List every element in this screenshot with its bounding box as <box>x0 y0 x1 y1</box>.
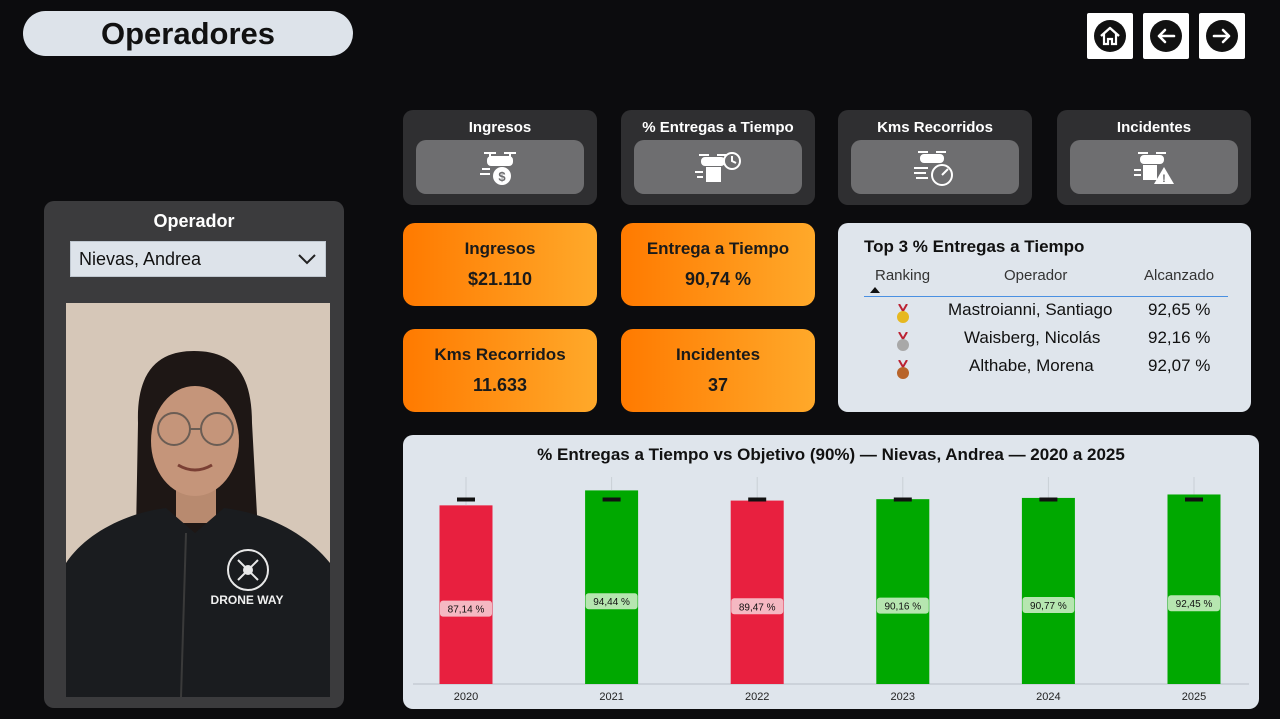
top3-alcanzado: 92,16 % <box>1148 328 1211 347</box>
metric-tile-incidentes: Incidentes ! <box>1057 110 1251 205</box>
metric-tile-ingresos: Ingresos $ <box>403 110 597 205</box>
metric-ingresos-button[interactable]: $ <box>416 140 584 194</box>
table-row: Waisberg, Nicolás 92,16 % <box>838 328 1251 356</box>
header-alcanzado[interactable]: Alcanzado <box>1144 267 1215 284</box>
x-tick-label: 2022 <box>745 691 769 703</box>
data-label: 87,14 % <box>448 605 485 616</box>
bar[interactable] <box>585 490 639 684</box>
x-tick-label: 2024 <box>1036 691 1060 703</box>
kpi-label: Ingresos <box>464 239 536 258</box>
data-label: 89,47 % <box>739 602 776 613</box>
metric-tile-label: % Entregas a Tiempo <box>642 119 794 136</box>
bronze-medal-icon <box>895 359 911 385</box>
svg-text:!: ! <box>1162 173 1166 185</box>
x-tick-label: 2020 <box>454 691 478 703</box>
data-label-bg <box>1022 596 1075 613</box>
data-label: 90,16 % <box>884 602 921 613</box>
top3-operador: Mastroianni, Santiago <box>948 300 1113 319</box>
operator-photo: DRONE WAY <box>66 303 330 697</box>
metric-incidentes-button[interactable]: ! <box>1070 140 1238 194</box>
data-label: 94,44 % <box>593 597 630 608</box>
header-operador[interactable]: Operador <box>1004 267 1068 284</box>
table-row: Althabe, Morena 92,07 % <box>838 356 1251 384</box>
kpi-incidentes: Incidentes 37 <box>621 329 815 412</box>
x-tick-label: 2025 <box>1182 691 1206 703</box>
arrow-right-icon <box>1206 20 1238 52</box>
bar[interactable] <box>876 499 930 684</box>
kpi-value: 11.633 <box>472 375 528 395</box>
home-button[interactable] <box>1087 13 1133 59</box>
silver-medal-icon <box>895 331 911 357</box>
chart-panel: % Entregas a Tiempo vs Objetivo (90%) — … <box>403 435 1259 709</box>
top3-operador: Althabe, Morena <box>969 356 1094 375</box>
kpi-ingresos: Ingresos $21.110 <box>403 223 597 306</box>
drone-clock-icon <box>695 152 741 182</box>
metric-tile-entregas: % Entregas a Tiempo <box>621 110 815 205</box>
kpi-value: $21.110 <box>467 269 533 289</box>
page-title: Operadores <box>23 11 353 56</box>
drone-warning-icon: ! <box>1134 152 1174 185</box>
kpi-label: Entrega a Tiempo <box>646 239 790 258</box>
chevron-down-icon <box>298 254 316 265</box>
metric-tile-label: Incidentes <box>1116 119 1192 136</box>
data-label: 92,45 % <box>1176 599 1213 610</box>
data-label-bg <box>440 600 492 617</box>
operator-label: Operador <box>153 211 235 231</box>
chart-title: % Entregas a Tiempo vs Objetivo (90%) — … <box>537 445 1125 464</box>
metric-kms-button[interactable] <box>851 140 1019 194</box>
top3-card: Top 3 % Entregas a Tiempo Ranking Operad… <box>838 223 1251 412</box>
home-icon <box>1094 20 1126 52</box>
top3-title: Top 3 % Entregas a Tiempo <box>864 237 1085 256</box>
kpi-label: Incidentes <box>675 345 761 364</box>
data-label-bg <box>731 598 784 615</box>
bar[interactable] <box>439 505 493 684</box>
metric-tile-label: Kms Recorridos <box>877 119 993 136</box>
top3-alcanzado: 92,07 % <box>1148 356 1211 375</box>
header-ranking[interactable]: Ranking <box>875 267 931 284</box>
operator-panel: Operador Nievas, Andrea <box>44 201 344 708</box>
top3-alcanzado: 92,65 % <box>1148 300 1211 319</box>
bar[interactable] <box>730 500 784 684</box>
svg-text:$: $ <box>498 169 506 184</box>
arrow-left-icon <box>1150 20 1182 52</box>
data-label: 90,77 % <box>1030 601 1067 612</box>
metric-tile-kms: Kms Recorridos <box>838 110 1032 205</box>
top3-operador: Waisberg, Nicolás <box>964 328 1101 347</box>
gold-medal-icon <box>895 303 911 329</box>
bar[interactable] <box>1167 494 1221 684</box>
kpi-value: 37 <box>707 375 729 395</box>
bar[interactable] <box>1021 497 1075 684</box>
sort-asc-icon <box>870 287 880 293</box>
kpi-kms-recorridos: Kms Recorridos 11.633 <box>403 329 597 412</box>
data-label-bg <box>585 593 638 610</box>
x-tick-label: 2023 <box>891 691 915 703</box>
kpi-entrega-a-tiempo: Entrega a Tiempo 90,74 % <box>621 223 815 306</box>
back-button[interactable] <box>1143 13 1189 59</box>
operator-dropdown[interactable]: Nievas, Andrea <box>70 241 326 277</box>
metric-tile-label: Ingresos <box>468 119 532 136</box>
operator-selected: Nievas, Andrea <box>79 248 202 269</box>
drone-money-icon: $ <box>480 152 516 185</box>
bar-chart: 87,14 % 2020 94,44 % 2021 89,47 % 2022 90,16 %… <box>413 477 1249 703</box>
data-label-bg <box>876 597 929 614</box>
photo-logo-text: DRONE WAY <box>211 593 284 607</box>
drone-speed-icon <box>914 151 953 186</box>
top3-divider <box>864 296 1228 297</box>
forward-button[interactable] <box>1199 13 1245 59</box>
x-tick-label: 2021 <box>599 691 623 703</box>
data-label-bg <box>1168 595 1220 612</box>
table-row: Mastroianni, Santiago 92,65 % <box>838 300 1251 328</box>
metric-entregas-button[interactable] <box>634 140 802 194</box>
kpi-label: Kms Recorridos <box>434 345 566 364</box>
kpi-value: 90,74 % <box>684 269 752 289</box>
